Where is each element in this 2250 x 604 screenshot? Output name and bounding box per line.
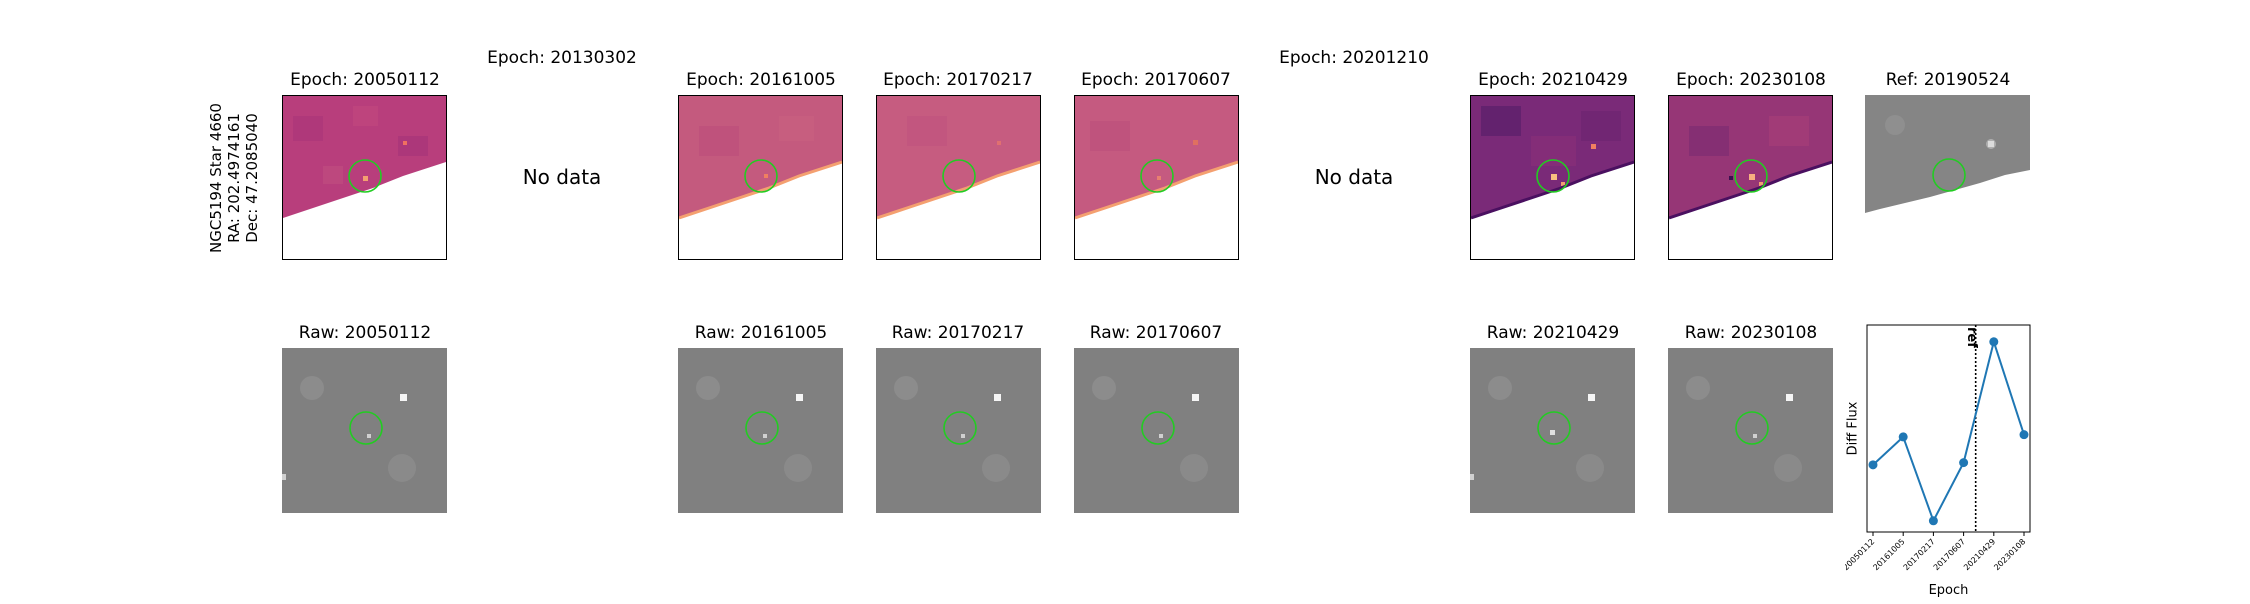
x-tick-label-20230108: 20230108 (1992, 537, 2027, 572)
ref-label: ref (1964, 327, 1979, 348)
x-axis-label: Epoch (1929, 583, 1969, 598)
x-tick-label-20161005: 20161005 (1871, 537, 1906, 572)
diff-title-2: Epoch: 20161005 (686, 70, 836, 90)
data-point-20210429 (1989, 337, 1999, 347)
diff-title-1: Epoch: 20130302 (487, 48, 637, 68)
star-name: NGC5194 Star 4660 (207, 103, 225, 253)
raw-title-0: Raw: 20050112 (298, 323, 432, 343)
raw-title-3: Raw: 20170607 (1089, 323, 1223, 343)
raw-title-1: Raw: 20161005 (694, 323, 828, 343)
no-data-20201210: No data (1314, 165, 1394, 189)
ref-image-20190524 (1865, 95, 2030, 260)
raw-image-20170607 (1074, 348, 1239, 513)
x-tick-label-20210429: 20210429 (1962, 537, 1997, 572)
series-line (1872, 338, 2025, 524)
diff-title-6: Epoch: 20210429 (1478, 70, 1628, 90)
star-dec: Dec: 47.2085040 (243, 113, 261, 243)
star-label: NGC5194 Star 4660 RA: 202.4974161 Dec: 4… (207, 103, 261, 253)
data-point-20050112 (1868, 460, 1878, 470)
data-point-20170607 (1959, 458, 1969, 468)
diff-title-3: Epoch: 20170217 (883, 70, 1033, 90)
raw-title-5: Raw: 20230108 (1684, 323, 1818, 343)
diff-title-5: Epoch: 20201210 (1279, 48, 1429, 68)
light-curve-svg: ref2005011220161005201702172017060720210… (1841, 324, 2031, 598)
raw-title-2: Raw: 20170217 (891, 323, 1025, 343)
light-curve-chart: ref 20050112 20161005 20170217 20170607 20210… (1841, 320, 2065, 600)
raw-image-20161005 (678, 348, 843, 513)
diff-image-20170217 (876, 95, 1041, 260)
no-data-20130302: No data (522, 165, 602, 189)
diff-title-4: Epoch: 20170607 (1081, 70, 1231, 90)
diff-title-7: Epoch: 20230108 (1676, 70, 1826, 90)
data-point-20161005 (1898, 432, 1908, 442)
ref-title: Ref: 20190524 (1885, 70, 2011, 90)
diff-image-20161005 (678, 95, 843, 260)
raw-image-20210429 (1470, 348, 1635, 513)
x-tick-label-20170217: 20170217 (1902, 537, 1937, 572)
diff-image-20210429 (1470, 95, 1635, 260)
diff-title-0: Epoch: 20050112 (290, 70, 440, 90)
data-point-20170217 (1928, 516, 1938, 526)
raw-image-20050112 (282, 348, 447, 513)
diff-image-20230108 (1668, 95, 1833, 260)
diff-image-20050112 (282, 95, 447, 260)
raw-image-20170217 (876, 348, 1041, 513)
data-point-20230108 (2019, 430, 2029, 440)
y-axis-label: Diff Flux (1846, 401, 1861, 455)
x-tick-label-20170607: 20170607 (1932, 537, 1967, 572)
raw-title-4: Raw: 20210429 (1486, 323, 1620, 343)
plot-frame (1866, 324, 2031, 533)
star-ra: RA: 202.4974161 (225, 113, 243, 243)
raw-image-20230108 (1668, 348, 1833, 513)
diff-image-20170607 (1074, 95, 1239, 260)
